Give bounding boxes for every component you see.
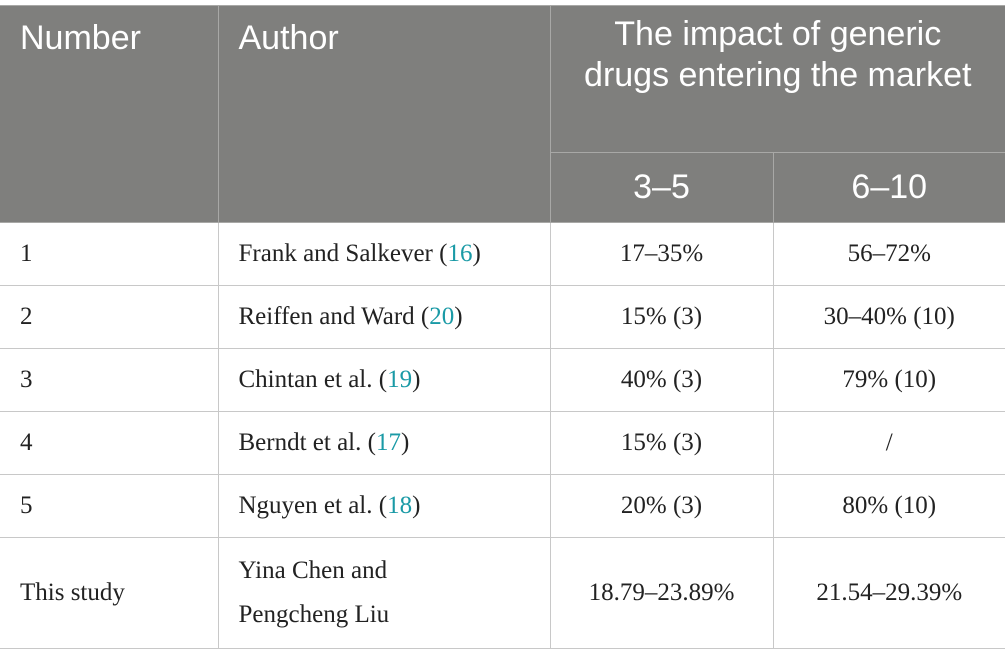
- value-cell: 18.79–23.89%: [549, 537, 774, 649]
- table-row: 3 Chintan et al. (19) 40% (3) 79% (10): [0, 348, 1005, 412]
- value-cell: /: [772, 411, 1005, 475]
- author-text: Yina Chen and Pengcheng Liu: [238, 557, 390, 628]
- header-cell: Author: [217, 5, 551, 223]
- number-cell: This study: [0, 537, 219, 649]
- value-cell: 15% (3): [549, 285, 774, 349]
- value-cell: 20% (3): [549, 474, 774, 538]
- author-text: ): [412, 366, 421, 393]
- author-text: ): [412, 492, 421, 519]
- table-row: This study Yina Chen and Pengcheng Liu 18.…: [0, 537, 1005, 649]
- citation-link[interactable]: 19: [387, 366, 413, 393]
- value-cell: 80% (10): [772, 474, 1005, 538]
- citation-link[interactable]: 20: [429, 303, 455, 330]
- author-text: Frank and Salkever (: [238, 240, 448, 267]
- number-cell: 2: [0, 285, 219, 349]
- number-cell: 5: [0, 474, 219, 538]
- citation-link[interactable]: 16: [447, 240, 473, 267]
- author-text: Reiffen and Ward (: [238, 303, 430, 330]
- number-cell: 4: [0, 411, 219, 475]
- data-table: Number Author The impact of generic drug…: [0, 5, 1005, 649]
- author-text: Chintan et al. (: [238, 366, 388, 393]
- header-cell: The impact of generic drugs entering the…: [549, 5, 1005, 153]
- table-row: 5 Nguyen et al. (18) 20% (3) 80% (10): [0, 474, 1005, 538]
- table-body: 1 Frank and Salkever (16) 17–35% 56–72% 2 Rei…: [0, 222, 1005, 649]
- table-row: 2 Reiffen and Ward (20) 15% (3) 30–40% (10): [0, 285, 1005, 349]
- author-text: ): [472, 240, 481, 267]
- value-cell: 17–35%: [549, 222, 774, 286]
- table-row: 1 Frank and Salkever (16) 17–35% 56–72%: [0, 222, 1005, 286]
- author-text: Nguyen et al. (: [238, 492, 388, 519]
- subheader-cell: 6–10: [772, 152, 1005, 223]
- subheader-cell: 3–5: [550, 152, 774, 223]
- value-cell: 56–72%: [772, 222, 1005, 286]
- value-cell: 15% (3): [549, 411, 774, 475]
- value-cell: 21.54–29.39%: [772, 537, 1005, 649]
- author-text: ): [400, 429, 410, 456]
- author-cell: Reiffen and Ward (20): [217, 285, 551, 349]
- author-cell: Nguyen et al. (18): [217, 474, 551, 538]
- number-cell: 3: [0, 348, 219, 412]
- author-text: ): [454, 303, 463, 330]
- value-cell: 79% (10): [772, 348, 1005, 412]
- author-cell: Yina Chen and Pengcheng Liu: [217, 537, 551, 649]
- author-cell: Frank and Salkever (16): [217, 222, 551, 286]
- value-cell: 30–40% (10): [772, 285, 1005, 349]
- author-cell: Berndt et al. (17): [217, 411, 551, 475]
- author-cell: Chintan et al. (19): [217, 348, 551, 412]
- citation-link[interactable]: 17: [375, 429, 401, 456]
- author-text: Berndt et al. (: [238, 429, 376, 456]
- number-cell: 1: [0, 222, 219, 286]
- header-cell: Number: [0, 5, 219, 223]
- table-header: Number Author The impact of generic drug…: [0, 5, 1005, 223]
- citation-link[interactable]: 18: [387, 492, 413, 519]
- value-cell: 40% (3): [549, 348, 774, 412]
- table-row: 4 Berndt et al. (17) 15% (3) /: [0, 411, 1005, 475]
